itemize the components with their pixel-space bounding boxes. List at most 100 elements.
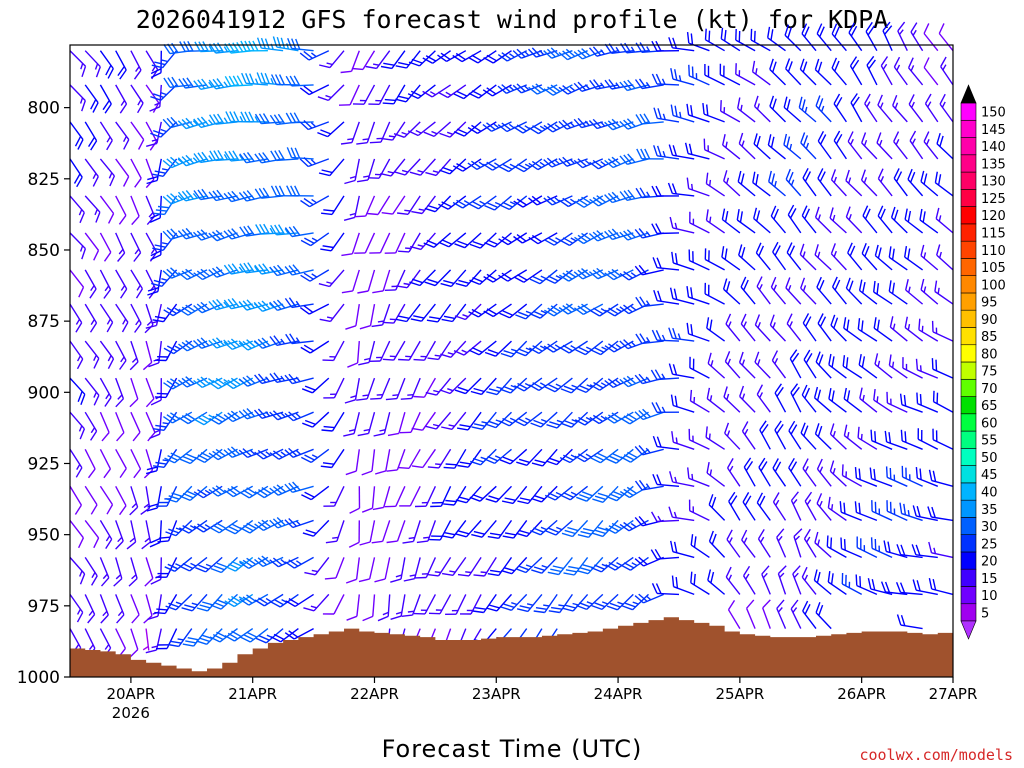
barb-feather [601, 346, 608, 351]
barb-feather [254, 153, 263, 164]
wind-barb [573, 303, 604, 316]
barb-staff [371, 486, 376, 509]
barb-feather [526, 603, 534, 606]
barb-feather [727, 600, 736, 611]
barb-feather [224, 600, 235, 608]
barb-feather [574, 455, 585, 463]
barb-feather [273, 598, 284, 606]
barb-feather [215, 377, 226, 386]
barb-feather [772, 241, 779, 253]
barb-feather [232, 75, 240, 86]
barb-staff [335, 557, 345, 579]
barb-feather [249, 449, 256, 455]
colorbar-tick-label: 145 [981, 123, 1006, 138]
barb-feather [104, 103, 112, 114]
barb-feather [880, 56, 889, 67]
barb-feather [152, 129, 164, 135]
barb-staff [365, 195, 376, 217]
colorbar-tick-label: 70 [981, 382, 998, 397]
barb-feather [674, 69, 678, 81]
barb-feather [76, 612, 84, 623]
barb-feather [90, 504, 98, 515]
barb-feather [883, 540, 887, 552]
barb-feather [508, 53, 515, 58]
barb-feather [261, 300, 271, 310]
wind-barb [670, 394, 695, 413]
barb-feather [432, 170, 439, 174]
barb-feather [472, 610, 484, 614]
barb-feather [726, 430, 731, 437]
barb-feather [362, 615, 374, 622]
barb-feather [170, 378, 180, 386]
barb-feather [560, 388, 572, 394]
barb-feather [465, 571, 472, 574]
barb-feather [262, 187, 270, 198]
barb-feather [212, 524, 223, 532]
colorbar-tick-label: 60 [981, 416, 998, 431]
barb-feather [227, 298, 236, 309]
barb-feather [539, 345, 546, 350]
barb-feather [854, 467, 858, 479]
wind-barb [398, 232, 421, 253]
barb-staff [355, 557, 360, 580]
barb-feather [372, 63, 380, 66]
barb-feather [742, 492, 750, 503]
wind-barb [866, 55, 878, 86]
barb-feather [515, 568, 527, 574]
barb-feather [223, 378, 230, 384]
wind-barb [738, 351, 756, 379]
wind-barb [318, 158, 345, 177]
colorbar-tick-label: 30 [981, 520, 998, 535]
wind-barb [753, 95, 771, 123]
barb-feather [802, 167, 809, 179]
barb-feather [547, 571, 559, 576]
barb-feather [150, 578, 162, 585]
barb-feather [584, 159, 591, 165]
barb-feather [482, 163, 493, 171]
wind-barb [130, 411, 141, 442]
barb-feather [375, 470, 386, 475]
wind-barb [754, 314, 771, 342]
wind-barb [686, 32, 710, 52]
barb-feather [638, 228, 647, 238]
barb-feather [216, 189, 225, 200]
wind-barb [407, 121, 436, 137]
barb-feather [270, 224, 278, 236]
wind-barb [544, 232, 573, 246]
wind-barb [880, 581, 908, 596]
barb-feather [209, 150, 217, 161]
barb-feather [212, 633, 224, 641]
barb-feather [392, 394, 399, 397]
barb-feather [409, 574, 416, 577]
wind-barb [397, 195, 421, 215]
barb-feather [453, 93, 465, 100]
barb-feather [303, 197, 314, 206]
barb-feather [75, 467, 83, 478]
wind-barb [398, 448, 421, 469]
barb-feather [597, 526, 609, 532]
barb-feather [584, 120, 590, 126]
barb-feather [632, 601, 639, 605]
wind-barb [325, 520, 345, 544]
barb-feather [224, 151, 232, 162]
barb-feather [182, 643, 194, 647]
barb-feather [800, 132, 806, 144]
barb-feather [915, 544, 921, 556]
barb-feather [600, 82, 605, 89]
barb-feather [554, 159, 560, 165]
barb-feather [711, 533, 717, 545]
wind-barb [918, 318, 939, 342]
barb-feather [879, 102, 884, 109]
barb-feather [238, 192, 248, 202]
wind-barb [827, 571, 847, 595]
y-tick-label: 825 [28, 170, 60, 190]
barb-feather [484, 351, 496, 357]
barb-feather [611, 522, 623, 530]
barb-staff [409, 485, 421, 507]
barb-staff [369, 303, 376, 326]
barb-feather [852, 96, 860, 107]
barb-feather [904, 208, 908, 220]
barb-feather [117, 610, 123, 617]
barb-feather [426, 239, 438, 246]
